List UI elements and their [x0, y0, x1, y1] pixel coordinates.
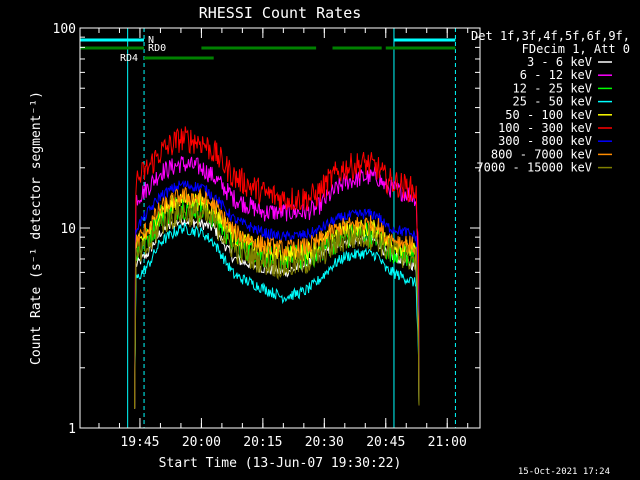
legend-header-line-2: FDecim 1, Att 0: [522, 42, 630, 56]
y-tick-label-10: 10: [60, 222, 76, 237]
legend-label-12-25-kev: 12 - 25 keV: [513, 81, 592, 95]
bar-label-rd4: RD4: [120, 53, 138, 64]
legend-label-7000-15000-kev: 7000 - 15000 keV: [476, 161, 592, 175]
legend-label-100-300-kev: 100 - 300 keV: [498, 121, 592, 135]
x-tick-label-2100: 21:00: [428, 435, 467, 450]
x-tick-label-2015: 20:15: [243, 435, 282, 450]
y-tick-label-1: 1: [68, 422, 76, 437]
x-tick-label-2045: 20:45: [366, 435, 405, 450]
axes: 1 10 100 19:45 20:00 20:15 20:30 20:45 21:00: [53, 22, 480, 450]
series-line-7000-15000-kev: [134, 201, 420, 409]
series-line-25-50-kev: [134, 222, 420, 409]
x-tick-label-1945: 19:45: [120, 435, 159, 450]
series-lines: [134, 126, 420, 409]
legend-label-50-100-kev: 50 - 100 keV: [505, 108, 592, 122]
bar-label-rd0: RD0: [148, 43, 166, 54]
chart-title: RHESSI Count Rates: [199, 4, 362, 22]
series-line-6-12-kev: [134, 156, 420, 409]
y-tick-label-100: 100: [53, 22, 76, 37]
legend: Det 1f,3f,4f,5f,6f,9f, FDecim 1, Att 0 3…: [471, 29, 630, 175]
x-axis-label: Start Time (13-Jun-07 19:30:22): [159, 456, 402, 471]
y-axis-label: Count Rate (s⁻¹ detector segment⁻¹): [29, 91, 44, 365]
legend-header-line-1: Det 1f,3f,4f,5f,6f,9f,: [471, 29, 630, 43]
legend-label-800-7000-kev: 800 - 7000 keV: [491, 147, 592, 161]
x-tick-label-2030: 20:30: [305, 435, 344, 450]
series-line-100-300-kev: [134, 126, 420, 409]
legend-label-3-6-kev: 3 - 6 keV: [527, 55, 592, 69]
legend-label-25-50-kev: 25 - 50 keV: [513, 95, 592, 109]
series-line-800-7000-kev: [134, 186, 420, 409]
series-line-300-800-kev: [134, 180, 420, 409]
x-tick-label-2000: 20:00: [182, 435, 221, 450]
legend-label-6-12-kev: 6 - 12 keV: [520, 68, 592, 82]
legend-label-300-800-kev: 300 - 800 keV: [498, 134, 592, 148]
timestamp: 15-Oct-2021 17:24: [518, 467, 610, 477]
bar-label-n: N: [148, 35, 154, 46]
